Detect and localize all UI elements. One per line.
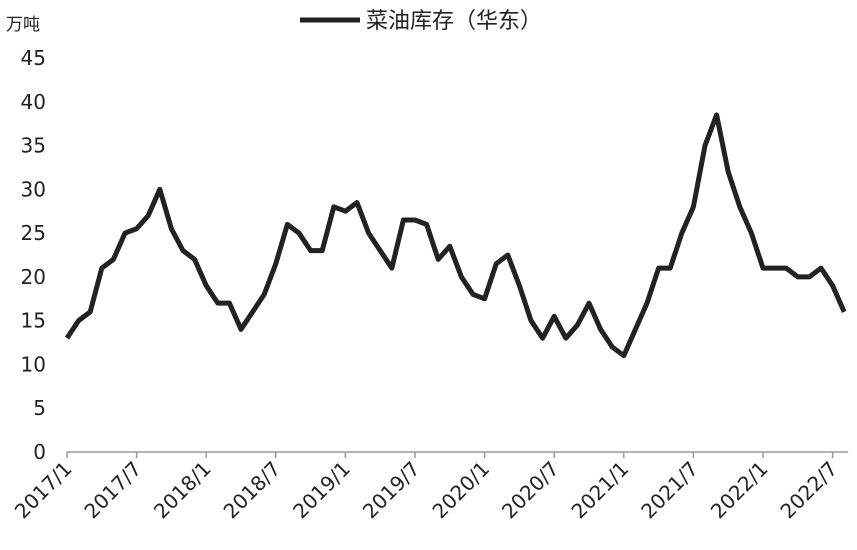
- y-tick-label: 35: [21, 134, 46, 158]
- x-tick-label: 2019/1: [288, 457, 355, 524]
- y-tick-label: 20: [21, 265, 46, 289]
- x-tick-label: 2022/1: [706, 457, 773, 524]
- y-tick-label: 10: [21, 352, 46, 376]
- x-tick-label: 2018/7: [219, 457, 286, 524]
- x-tick-label: 2021/1: [567, 457, 634, 524]
- legend-label: 菜油库存（华东）: [366, 9, 542, 34]
- x-tick-label: 2020/1: [427, 457, 494, 524]
- x-tick-label: 2018/1: [149, 457, 216, 524]
- x-tick-label: 2022/7: [775, 457, 842, 524]
- x-tick-label: 2017/1: [10, 457, 77, 524]
- x-tick-label: 2021/7: [636, 457, 703, 524]
- y-unit: 万吨: [6, 15, 40, 35]
- y-tick-label: 15: [21, 309, 46, 333]
- y-tick-label: 25: [21, 221, 46, 245]
- x-tick-label: 2019/7: [358, 457, 425, 524]
- y-tick-label: 5: [33, 396, 46, 420]
- y-tick-label: 45: [21, 46, 46, 70]
- y-tick-label: 0: [33, 440, 46, 464]
- y-tick-label: 30: [21, 177, 46, 201]
- line: [64, 112, 847, 359]
- x-tick-label: 2017/7: [79, 457, 146, 524]
- x-tick-label: 2020/7: [497, 457, 564, 524]
- y-tick-label: 40: [21, 90, 46, 114]
